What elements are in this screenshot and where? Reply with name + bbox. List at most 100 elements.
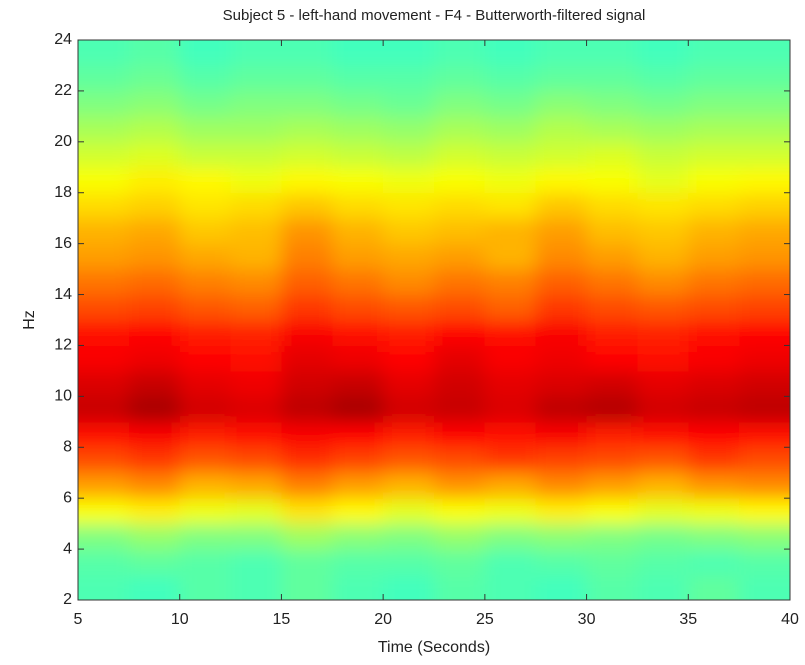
heatmap-cell <box>484 549 537 576</box>
heatmap-cell <box>128 167 181 194</box>
heatmap-cell <box>739 269 790 296</box>
heatmap-cell <box>739 40 790 66</box>
heatmap-cell <box>637 345 689 372</box>
heatmap-cell <box>383 447 435 474</box>
heatmap-cell <box>637 243 689 270</box>
heatmap-cell <box>688 370 740 397</box>
heatmap-cell <box>434 498 486 525</box>
heatmap-cell <box>179 141 232 168</box>
heatmap-cell <box>230 574 282 600</box>
heatmap-cell <box>637 116 689 143</box>
heatmap-cell <box>637 167 689 194</box>
heatmap-cell <box>78 141 130 168</box>
heatmap-cell <box>332 269 384 296</box>
heatmap-cell <box>383 370 435 397</box>
heatmap-cell <box>484 40 537 66</box>
heatmap-cell <box>128 447 181 474</box>
heatmap-cell <box>535 549 588 576</box>
heatmap-cell <box>535 269 588 296</box>
heatmap-cell <box>434 574 486 600</box>
heatmap-cell <box>230 269 282 296</box>
heatmap-cell <box>128 523 181 550</box>
heatmap-cell <box>230 370 282 397</box>
heatmap-cell <box>739 243 790 270</box>
heatmap-cell <box>281 218 333 245</box>
heatmap-cell <box>128 574 181 600</box>
y-tick-label: 4 <box>63 540 72 557</box>
y-tick-label: 24 <box>54 31 72 48</box>
heatmap-cell <box>78 218 130 245</box>
heatmap-cell <box>637 472 689 499</box>
heatmap-cell <box>332 396 384 423</box>
heatmap-cell <box>484 90 537 117</box>
heatmap-cell <box>281 320 333 346</box>
heatmap-cell <box>586 90 638 117</box>
heatmap-cell <box>128 498 181 525</box>
heatmap-cell <box>434 65 486 92</box>
heatmap-cell <box>484 192 537 219</box>
heatmap-cell <box>332 447 384 474</box>
heatmap-cell <box>128 65 181 92</box>
heatmap-cell <box>586 421 638 448</box>
heatmap-cell <box>535 65 588 92</box>
heatmap-cell <box>230 320 282 346</box>
heatmap-cell <box>739 141 790 168</box>
heatmap-cell <box>281 269 333 296</box>
heatmap-cell <box>586 192 638 219</box>
heatmap-cell <box>739 345 790 372</box>
heatmap-cell <box>434 167 486 194</box>
heatmap-cell <box>688 40 740 66</box>
heatmap-cell <box>383 345 435 372</box>
heatmap-cell <box>586 40 638 66</box>
heatmap-cell <box>281 141 333 168</box>
heatmap-cell <box>637 396 689 423</box>
heatmap-cell <box>281 243 333 270</box>
heatmap-cell <box>230 192 282 219</box>
heatmap-cell <box>281 498 333 525</box>
heatmap-cell <box>179 447 232 474</box>
heatmap-cell <box>179 90 232 117</box>
heatmap-cell <box>637 90 689 117</box>
heatmap-cell <box>179 65 232 92</box>
heatmap-cell <box>535 192 588 219</box>
heatmap-cell <box>230 294 282 321</box>
heatmap-cell <box>179 320 232 346</box>
heatmap-cell <box>383 65 435 92</box>
heatmap-cell <box>230 447 282 474</box>
heatmap-cell <box>434 421 486 448</box>
heatmap-cell <box>535 243 588 270</box>
heatmap-cell <box>484 65 537 92</box>
heatmap-cell <box>688 243 740 270</box>
heatmap-cell <box>383 320 435 346</box>
heatmap-cell <box>688 90 740 117</box>
heatmap-cell <box>128 269 181 296</box>
heatmap-cell <box>434 40 486 66</box>
heatmap-cell <box>586 141 638 168</box>
heatmap-cell <box>383 90 435 117</box>
heatmap-cell <box>535 141 588 168</box>
y-tick-label: 16 <box>54 235 72 252</box>
heatmap-cell <box>434 90 486 117</box>
heatmap-cell <box>179 396 232 423</box>
heatmap-cell <box>637 549 689 576</box>
heatmap-cell <box>128 370 181 397</box>
y-tick-label: 18 <box>54 184 72 201</box>
heatmap-cell <box>78 40 130 66</box>
heatmap-cell <box>637 320 689 346</box>
heatmap-cell <box>688 549 740 576</box>
heatmap-cell <box>281 40 333 66</box>
heatmap-cell <box>383 243 435 270</box>
heatmap-cell <box>739 192 790 219</box>
heatmap-cell <box>586 269 638 296</box>
heatmap-cell <box>78 421 130 448</box>
heatmap-cell <box>332 549 384 576</box>
heatmap-cell <box>739 320 790 346</box>
heatmap-cell <box>78 447 130 474</box>
y-tick-label: 10 <box>54 388 72 405</box>
heatmap-cell <box>535 370 588 397</box>
heatmap-cell <box>179 40 232 66</box>
heatmap-cell <box>484 269 537 296</box>
heatmap-cell <box>739 218 790 245</box>
heatmap-cell <box>637 40 689 66</box>
heatmap-cell <box>535 447 588 474</box>
